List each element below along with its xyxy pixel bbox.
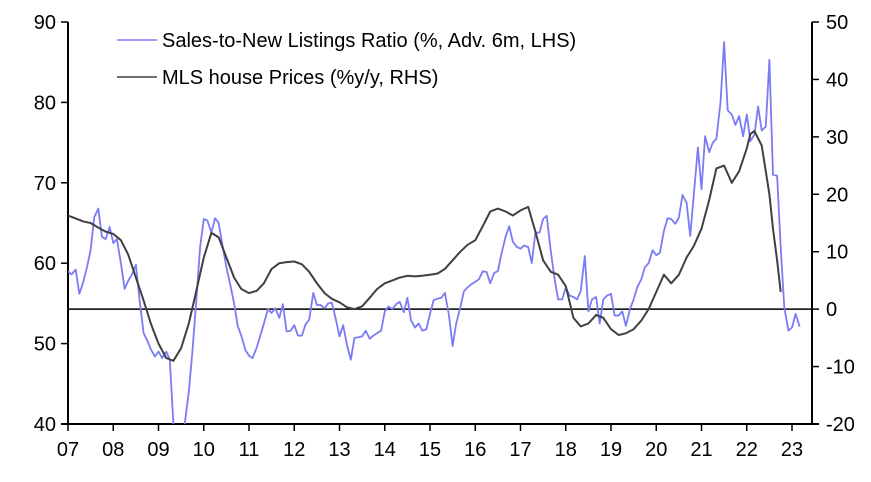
axes-layer: 40 50 60 70 80 90 -20 -10 0 10 20 30 40 50 07 08 09 10 11 1… <box>34 12 855 461</box>
left-axis-tick-label: 60 <box>34 253 56 275</box>
right-axis-tick-label: 40 <box>826 69 848 91</box>
x-axis-tick-label: 14 <box>374 439 396 461</box>
series-layer <box>68 41 801 424</box>
series-line-sales-ratio <box>68 41 801 424</box>
x-axis-tick-label: 20 <box>645 439 667 461</box>
right-axis-tick-label: 0 <box>826 299 837 321</box>
x-axis-tick-label: 22 <box>736 439 758 461</box>
right-axis-tick-label: 30 <box>826 127 848 149</box>
x-axis-tick-label: 12 <box>283 439 305 461</box>
left-axis-tick-label: 40 <box>34 414 56 436</box>
right-axis-tick-label: 50 <box>826 12 848 34</box>
x-axis-tick-label: 21 <box>690 439 712 461</box>
left-axis-tick-label: 50 <box>34 334 56 356</box>
x-axis-tick-label: 13 <box>328 439 350 461</box>
x-axis-tick-label: 15 <box>419 439 441 461</box>
x-axis-tick-label: 19 <box>600 439 622 461</box>
right-axis-tick-label: 20 <box>826 184 848 206</box>
x-axis-tick-label: 11 <box>239 439 260 461</box>
legend: Sales-to-New Listings Ratio (%, Adv. 6m,… <box>117 30 576 89</box>
left-axis-tick-label: 80 <box>34 92 56 114</box>
x-axis-tick-label: 08 <box>102 439 124 461</box>
x-axis-tick-label: 16 <box>464 439 486 461</box>
x-axis-tick-label: 07 <box>57 439 79 461</box>
x-axis-tick-label: 23 <box>781 439 803 461</box>
x-axis-tick-label: 09 <box>147 439 169 461</box>
x-axis-tick-label: 10 <box>193 439 215 461</box>
right-axis-tick-label: -10 <box>826 357 855 379</box>
series-line-mls-prices <box>68 130 782 362</box>
x-axis-tick-label: 18 <box>555 439 577 461</box>
left-axis-tick-label: 90 <box>34 12 56 34</box>
legend-label-sales-ratio: Sales-to-New Listings Ratio (%, Adv. 6m,… <box>162 30 576 52</box>
left-axis-tick-label: 70 <box>34 173 56 195</box>
right-axis-tick-label: 10 <box>826 242 848 264</box>
x-axis-tick-label: 17 <box>509 439 531 461</box>
legend-label-mls-prices: MLS house Prices (%y/y, RHS) <box>162 67 438 89</box>
right-axis-tick-label: -20 <box>826 414 855 436</box>
